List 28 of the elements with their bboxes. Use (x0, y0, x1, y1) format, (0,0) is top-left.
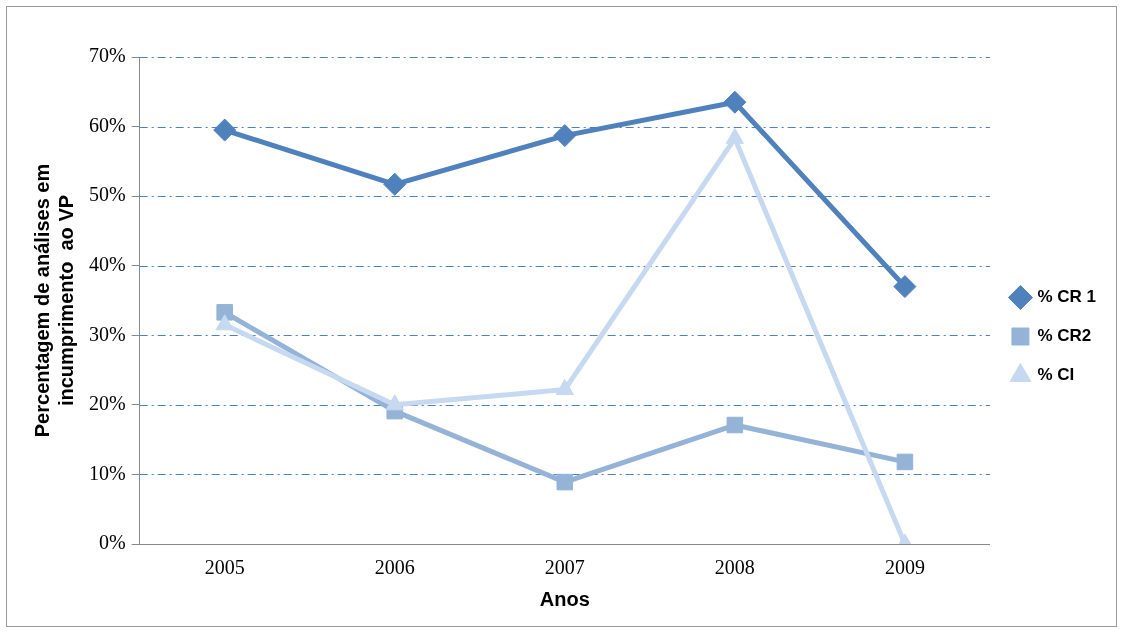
x-tick-label: 2007 (544, 556, 585, 579)
y-tick-label: 40% (88, 252, 126, 275)
legend-label: % CR 1 (1037, 287, 1097, 307)
point (556, 473, 574, 491)
point (213, 118, 237, 142)
legend-label: % CR2 (1037, 326, 1092, 346)
legend-label: % CI (1037, 365, 1075, 385)
y-tick-label: 50% (88, 183, 126, 206)
point (726, 416, 744, 434)
y-tick-label: 10% (88, 461, 126, 484)
y-tick-label: 60% (88, 113, 126, 136)
y-tick-label: 30% (88, 322, 126, 345)
point (723, 90, 747, 114)
x-tick-label: 2006 (374, 556, 415, 579)
point (216, 304, 233, 321)
x-tick-label: 2008 (714, 556, 755, 579)
x-tick-label: 2005 (204, 556, 245, 579)
y-tick-label: 20% (88, 392, 126, 415)
point (383, 172, 407, 196)
y-tick-label: 0% (98, 531, 126, 554)
point (555, 379, 574, 396)
point (553, 124, 577, 148)
x-axis-title: Anos (539, 587, 590, 610)
y-tick-label: 70% (88, 44, 126, 67)
y-axis-title: Percentagem de análises em incumprimento ao VP (30, 163, 77, 438)
point (893, 275, 917, 299)
x-tick-label: 2009 (884, 556, 925, 579)
point (896, 453, 914, 471)
